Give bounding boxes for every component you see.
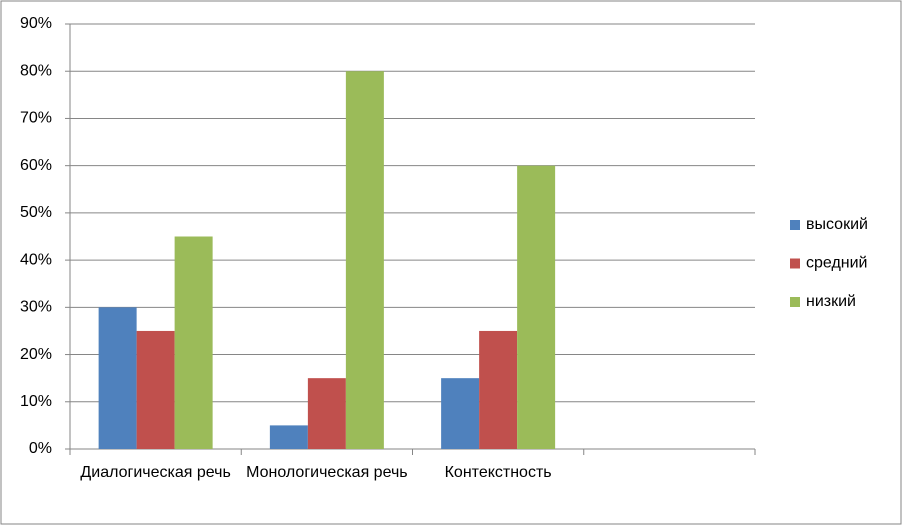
bar bbox=[517, 165, 556, 449]
bar bbox=[307, 378, 346, 449]
y-tick-label: 70% bbox=[20, 110, 52, 127]
y-tick-label: 90% bbox=[20, 15, 52, 32]
bar bbox=[136, 330, 175, 449]
y-tick-label: 50% bbox=[20, 204, 52, 221]
x-tick-label: Диалогическая речь bbox=[80, 464, 231, 481]
y-tick-label: 80% bbox=[20, 62, 52, 79]
bar bbox=[269, 425, 308, 449]
y-tick-label: 40% bbox=[20, 251, 52, 268]
bar bbox=[479, 330, 518, 449]
legend-swatch bbox=[790, 297, 800, 307]
bar bbox=[98, 307, 137, 449]
bar bbox=[345, 71, 384, 449]
y-tick-label: 20% bbox=[20, 346, 52, 363]
bar bbox=[174, 236, 213, 449]
legend-label: низкий bbox=[806, 293, 856, 310]
legend-swatch bbox=[790, 258, 800, 269]
y-tick-label: 0% bbox=[29, 440, 52, 457]
legend-label: средний bbox=[806, 255, 868, 272]
legend-swatch bbox=[790, 220, 800, 230]
y-tick-label: 10% bbox=[20, 393, 52, 410]
y-tick-label: 60% bbox=[20, 157, 52, 174]
bar bbox=[441, 378, 480, 449]
y-tick-label: 30% bbox=[20, 299, 52, 316]
x-tick-label: Контекстность bbox=[444, 464, 552, 481]
legend-label: высокий bbox=[806, 216, 868, 233]
x-tick-label: Монологическая речь bbox=[246, 464, 408, 481]
